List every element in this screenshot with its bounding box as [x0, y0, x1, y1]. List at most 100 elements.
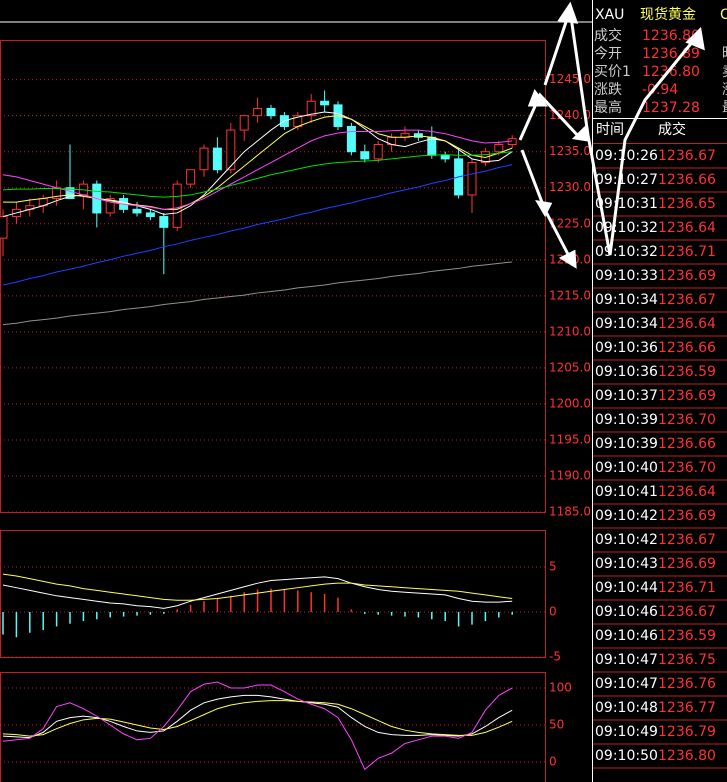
indicator-line	[2, 576, 513, 609]
trade-time: 09:10:36	[595, 364, 658, 380]
trade-price: 1236.66	[658, 340, 716, 356]
trade-time: 09:10:49	[595, 724, 658, 740]
table-header: 时间	[596, 122, 624, 138]
trade-time: 09:10:39	[595, 412, 658, 428]
trade-price: 1236.66	[658, 436, 716, 452]
quote-value: 1237.28	[642, 100, 700, 116]
quote-label: 最高	[594, 99, 622, 116]
trade-price: 1236.70	[658, 412, 716, 428]
trade-price: 1236.70	[658, 460, 716, 476]
trade-price: 1236.66	[658, 172, 716, 188]
instrument-name: 现货黄金	[640, 6, 696, 23]
trade-time: 09:10:40	[595, 460, 658, 476]
indicator-line	[2, 151, 513, 198]
trade-time: 09:10:32	[595, 244, 658, 260]
indicator-line	[2, 700, 513, 737]
candle-body	[346, 125, 356, 153]
candle-body	[320, 100, 330, 106]
quote-label: 涨	[722, 82, 727, 98]
y-tick-label: -5	[549, 650, 561, 664]
trade-time: 09:10:27	[595, 172, 658, 188]
y-tick-label: 1240.0	[549, 108, 591, 122]
candle-body	[145, 212, 155, 218]
candle-body	[65, 187, 75, 200]
y-tick-label: 1245.0	[549, 72, 591, 86]
candle-body	[132, 208, 142, 214]
indicator-line	[2, 261, 513, 326]
trade-time: 09:10:42	[595, 508, 658, 524]
trade-time: 09:10:36	[595, 340, 658, 356]
y-tick-label: 50	[549, 718, 564, 732]
indicator-line	[2, 129, 513, 210]
quote-label: 最	[722, 100, 727, 116]
trade-price: 1236.71	[658, 580, 716, 596]
candle-body	[0, 216, 8, 239]
candle-body	[159, 216, 169, 228]
candle-body	[306, 100, 316, 117]
quote-label: 卖	[722, 64, 727, 80]
trade-time: 09:10:32	[595, 220, 658, 236]
trade-price: 1236.59	[658, 628, 716, 644]
quote-label: 昨	[722, 46, 727, 62]
indicator-line	[2, 573, 513, 601]
y-tick-label: 1210.0	[549, 324, 591, 338]
quote-value: 1236.80	[642, 64, 700, 80]
trade-price: 1236.65	[658, 196, 716, 212]
trade-price: 1236.64	[658, 316, 716, 332]
candle-body	[186, 169, 196, 185]
candle-body	[226, 129, 236, 171]
trade-time: 09:10:47	[595, 652, 658, 668]
trade-price: 1236.71	[658, 244, 716, 260]
indicator-line	[3, 115, 513, 210]
trade-price: 1236.59	[658, 364, 716, 380]
y-tick-label: 0	[549, 605, 557, 619]
trade-time: 09:10:46	[595, 628, 658, 644]
kdj-panel-frame	[0, 672, 546, 782]
y-tick-label: 1225.0	[549, 216, 591, 230]
trade-time: 09:10:46	[595, 604, 658, 620]
trade-time: 09:10:33	[595, 268, 658, 284]
y-tick-label: 1200.0	[549, 396, 591, 410]
candle-body	[253, 107, 263, 117]
candle-body	[467, 162, 477, 196]
trade-price: 1236.69	[658, 268, 716, 284]
quote-value: 1236.89	[642, 46, 700, 62]
y-tick-label: 100	[549, 680, 572, 694]
trade-time: 09:10:41	[595, 484, 658, 500]
trade-price: 1236.67	[658, 532, 716, 548]
quote-value: 1236.80	[642, 28, 700, 44]
indicator-line	[2, 694, 513, 739]
quote-label: 今开	[594, 46, 622, 62]
y-tick-label: 1190.0	[549, 468, 591, 482]
trade-price: 1236.67	[658, 604, 716, 620]
y-tick-label: 1185.0	[549, 505, 591, 519]
instrument-extra: C	[720, 7, 727, 23]
trade-time: 09:10:44	[595, 580, 658, 596]
candle-body	[266, 107, 276, 117]
trade-time: 09:10:34	[595, 292, 658, 308]
y-tick-label: 5	[549, 559, 557, 573]
y-tick-label: 0	[549, 755, 557, 769]
candle-body	[494, 143, 504, 153]
trade-price: 1236.69	[658, 388, 716, 404]
candle-body	[373, 143, 383, 160]
trade-time: 09:10:31	[595, 196, 658, 212]
trade-time: 09:10:39	[595, 436, 658, 452]
trade-time: 09:10:34	[595, 316, 658, 332]
trade-price: 1236.75	[658, 652, 716, 668]
trade-price: 1236.77	[658, 700, 716, 716]
indicator-line	[2, 164, 513, 286]
trade-price: 1236.80	[658, 748, 716, 764]
trade-price: 1236.69	[658, 556, 716, 572]
symbol: XAU	[595, 7, 624, 23]
trade-time: 09:10:50	[595, 748, 658, 764]
table-header: 成交	[658, 121, 686, 138]
trade-price: 1236.69	[658, 508, 716, 524]
candle-body	[440, 154, 450, 160]
y-tick-label: 1230.0	[549, 180, 591, 194]
y-tick-label: 1205.0	[549, 360, 591, 374]
quote-label: 成交	[594, 27, 622, 44]
trade-price: 1236.64	[658, 484, 716, 500]
trade-time: 09:10:48	[595, 700, 658, 716]
indicator-line	[2, 681, 513, 771]
